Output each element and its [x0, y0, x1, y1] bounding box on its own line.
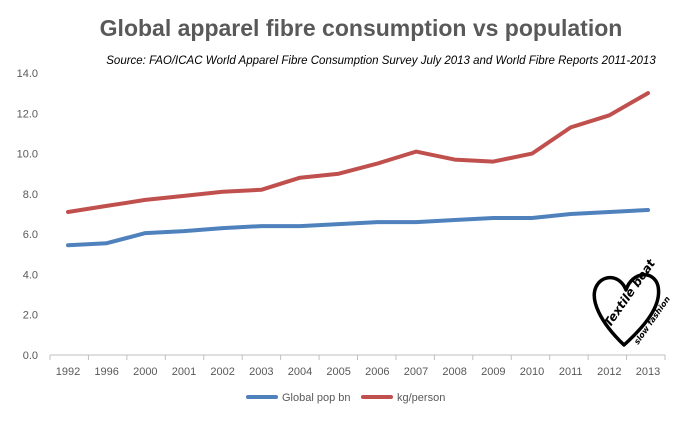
x-tick-label: 2008 — [442, 366, 466, 378]
y-axis: 0.0 2.0 4.0 6.0 8.0 10.0 12.0 14.0 — [17, 68, 38, 362]
x-tick-label: 2000 — [133, 366, 157, 378]
y-tick-label: 14.0 — [17, 68, 38, 80]
x-tick-label: 2011 — [559, 366, 583, 378]
series-line-kg-per-person — [66, 91, 650, 214]
y-tick-label: 2.0 — [23, 310, 38, 322]
series-layer — [66, 91, 650, 248]
legend: Global pop bn kg/person — [246, 392, 445, 404]
x-tick-label: 2013 — [636, 366, 660, 378]
y-tick-label: 10.0 — [17, 149, 38, 161]
x-tick-label: 1992 — [56, 366, 80, 378]
chart-title: Global apparel fibre consumption vs popu… — [100, 15, 623, 41]
x-tick-label: 2010 — [520, 366, 544, 378]
y-tick-label: 12.0 — [17, 108, 38, 120]
y-tick-label: 4.0 — [23, 269, 38, 281]
y-tick-label: 6.0 — [23, 229, 38, 241]
x-tick-label: 1996 — [94, 366, 118, 378]
x-tick-label: 2012 — [597, 366, 621, 378]
x-tick-label: 2007 — [404, 366, 428, 378]
x-tick-label: 2005 — [326, 366, 350, 378]
chart-subtitle: Source: FAO/ICAC World Apparel Fibre Con… — [106, 55, 656, 67]
legend-label: Global pop bn — [282, 392, 351, 404]
x-tick-label: 2006 — [365, 366, 389, 378]
x-tick-label: 2001 — [172, 366, 196, 378]
heart-icon — [592, 273, 661, 347]
x-tick-label: 2009 — [481, 366, 505, 378]
legend-label: kg/person — [397, 392, 445, 404]
y-tick-label: 0.0 — [23, 350, 38, 362]
x-tick-label: 2004 — [288, 366, 312, 378]
x-axis: 1992 1996 2000 2001 2002 2003 2004 2005 2006 2007… — [49, 354, 666, 378]
y-tick-label: 8.0 — [23, 189, 38, 201]
x-tick-label: 2002 — [210, 366, 234, 378]
x-tick-label: 2003 — [249, 366, 273, 378]
series-line-global-pop — [66, 208, 650, 248]
